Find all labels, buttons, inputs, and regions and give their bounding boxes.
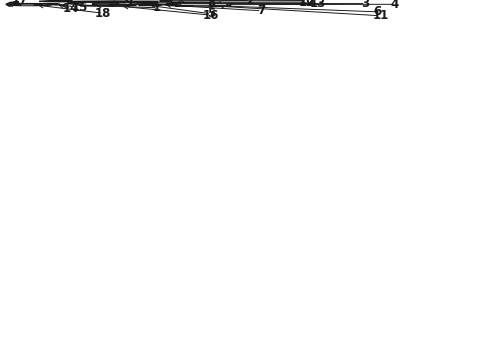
Polygon shape xyxy=(170,5,230,6)
Polygon shape xyxy=(146,4,177,5)
Text: 4: 4 xyxy=(390,0,398,11)
Polygon shape xyxy=(14,4,41,5)
Text: 11: 11 xyxy=(371,9,387,22)
Polygon shape xyxy=(139,5,160,6)
Polygon shape xyxy=(148,4,175,5)
Polygon shape xyxy=(76,2,151,5)
Polygon shape xyxy=(166,3,181,4)
FancyBboxPatch shape xyxy=(176,4,230,6)
FancyBboxPatch shape xyxy=(82,3,104,4)
Text: 5: 5 xyxy=(206,7,215,20)
Polygon shape xyxy=(6,2,19,6)
FancyBboxPatch shape xyxy=(180,4,226,6)
Polygon shape xyxy=(42,3,58,4)
Text: 15: 15 xyxy=(71,1,87,14)
Text: 3: 3 xyxy=(361,0,369,10)
Text: 14: 14 xyxy=(63,2,79,15)
Text: 13: 13 xyxy=(309,0,325,9)
Text: 8: 8 xyxy=(206,0,215,9)
Text: 12: 12 xyxy=(298,0,314,9)
Ellipse shape xyxy=(94,4,117,5)
Text: 1: 1 xyxy=(153,1,161,14)
Circle shape xyxy=(50,4,60,5)
Text: 2: 2 xyxy=(246,0,254,7)
Polygon shape xyxy=(175,5,192,6)
Text: 7: 7 xyxy=(257,4,265,17)
Text: 9: 9 xyxy=(124,0,132,9)
Polygon shape xyxy=(71,1,158,2)
Text: 18: 18 xyxy=(95,7,111,20)
Text: 16: 16 xyxy=(203,9,219,22)
Ellipse shape xyxy=(92,4,119,5)
Polygon shape xyxy=(67,1,158,6)
Text: 6: 6 xyxy=(373,5,381,18)
Text: 10: 10 xyxy=(298,0,314,7)
Polygon shape xyxy=(9,4,53,6)
Text: 17: 17 xyxy=(12,0,28,7)
Polygon shape xyxy=(58,1,127,2)
